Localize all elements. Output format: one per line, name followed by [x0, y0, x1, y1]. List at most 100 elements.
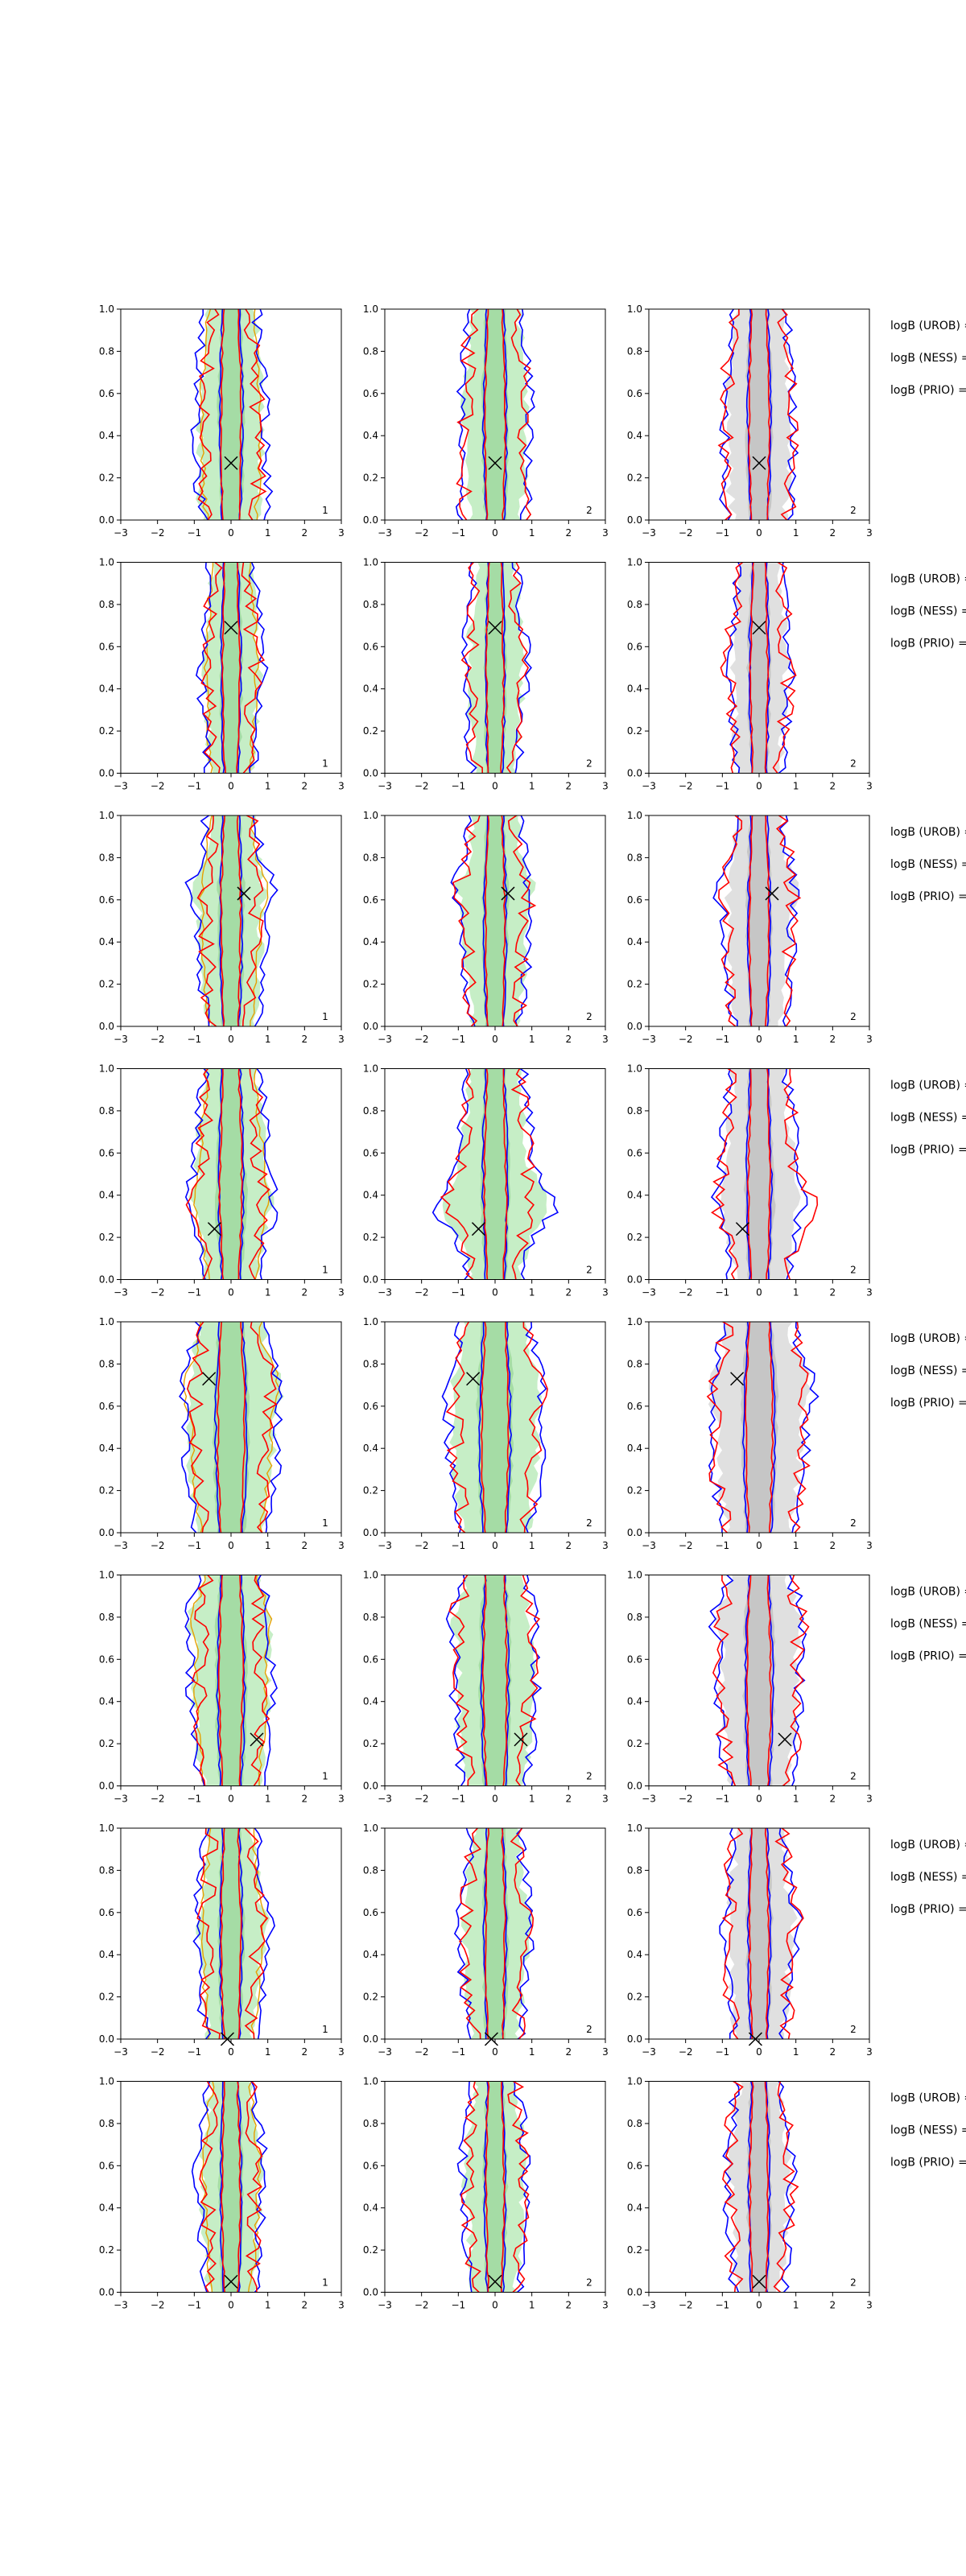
density-fill-inner — [745, 309, 774, 520]
x-tick-label: 1 — [529, 1794, 535, 1805]
x-tick-label: 0 — [228, 527, 234, 539]
x-tick-label: −3 — [642, 527, 656, 539]
x-tick-label: −2 — [679, 1287, 693, 1298]
y-tick-label: 0.4 — [363, 1443, 378, 1454]
x-tick-label: −2 — [415, 1794, 429, 1805]
x-tick-label: −1 — [715, 1794, 729, 1805]
contour-red-outer — [706, 1322, 811, 1533]
x-tick-label: 2 — [302, 2300, 308, 2311]
x-tick-label: 1 — [793, 527, 799, 539]
x-tick-label: 2 — [566, 781, 572, 792]
x-tick-label: 3 — [866, 1540, 873, 1551]
panel-number: 1 — [322, 505, 328, 516]
x-tick-label: −2 — [679, 1794, 693, 1805]
logb-label: logB (UROB) = — [890, 1586, 966, 1599]
y-tick-label: 1.0 — [627, 557, 642, 568]
x-tick-label: 3 — [866, 1794, 873, 1805]
true-value-marker — [207, 1222, 221, 1236]
contour-red-outer — [459, 1828, 535, 2039]
y-tick-label: 0.6 — [99, 641, 114, 652]
x-tick-label: −2 — [679, 1034, 693, 1045]
x-tick-label: 0 — [492, 2300, 498, 2311]
x-tick-label: 3 — [602, 527, 609, 539]
panel-r8-c1: −3 −2 −1 0 1 2 3 0.0 0.2 0.4 0.6 0.8 1.0 1 — [99, 2076, 345, 2311]
x-tick-label: −2 — [151, 1034, 165, 1045]
contour-red-outer — [722, 2081, 799, 2293]
y-tick-label: 0.0 — [627, 1527, 642, 1538]
true-value-marker — [237, 886, 251, 901]
contour-layer — [710, 1068, 819, 1280]
y-tick-label: 0.0 — [627, 2033, 642, 2045]
y-tick-label: 0.4 — [627, 683, 642, 695]
logb-label: logB (NESS) = — [890, 1618, 966, 1631]
y-tick-label: 1.0 — [99, 1063, 114, 1075]
y-tick-label: 0.8 — [99, 1612, 114, 1623]
x-tick-label: 3 — [602, 1540, 609, 1551]
contour-layer — [453, 1828, 535, 2039]
contour-blue-outer — [179, 1322, 283, 1533]
x-tick-label: −3 — [642, 1794, 656, 1805]
density-fill-inner — [214, 1575, 248, 1786]
x-tick-label: −3 — [642, 1540, 656, 1551]
x-tick-label: −3 — [378, 1794, 392, 1805]
density-fill-inner — [219, 562, 244, 774]
x-tick-label: 3 — [338, 1287, 345, 1298]
x-tick-label: 0 — [228, 2300, 234, 2311]
x-tick-label: −2 — [679, 2300, 693, 2311]
density-fill-inner — [481, 309, 509, 520]
panel-r2-c1: −3 −2 −1 0 1 2 3 0.0 0.2 0.4 0.6 0.8 1.0 1 — [99, 557, 345, 792]
x-tick-label: 0 — [228, 1034, 234, 1045]
contour-blue-outer — [190, 309, 274, 520]
logb-label: logB (NESS) = — [890, 1871, 966, 1884]
contour-blue-outer — [191, 2081, 268, 2293]
contour-blue-outer — [708, 1575, 807, 1786]
contour-layer — [441, 1322, 548, 1533]
x-tick-label: −1 — [187, 1540, 201, 1551]
y-tick-label: 1.0 — [99, 1570, 114, 1581]
true-value-marker — [488, 621, 502, 635]
panel-number: 2 — [850, 2277, 857, 2289]
x-tick-label: −3 — [642, 1034, 656, 1045]
contour-orange — [199, 309, 262, 520]
logb-label: logB (NESS) = — [890, 352, 966, 365]
y-tick-label: 0.6 — [99, 1653, 114, 1665]
x-tick-label: −1 — [187, 1034, 201, 1045]
x-tick-label: −3 — [642, 1287, 656, 1298]
y-tick-label: 1.0 — [627, 1063, 642, 1075]
x-tick-label: −1 — [715, 2300, 729, 2311]
x-tick-label: −1 — [187, 1287, 201, 1298]
logb-labels-row-2: logB (UROB) = logB (NESS) = logB (PRIO) = — [890, 573, 966, 650]
contour-blue-inner — [480, 1575, 510, 1786]
x-tick-label: 2 — [566, 2046, 572, 2058]
x-tick-label: 0 — [756, 2300, 762, 2311]
x-tick-label: 1 — [265, 1034, 271, 1045]
panel-r1-c3: −3 −2 −1 0 1 2 30.00.20.40.60.81.02 — [627, 303, 873, 539]
x-tick-label: −1 — [715, 1034, 729, 1045]
contour-blue-outer — [460, 562, 532, 774]
x-tick-label: −2 — [415, 1540, 429, 1551]
y-tick-label: 0.6 — [363, 641, 378, 652]
contour-red-inner — [749, 2081, 770, 2293]
panel-r1-c1: −3 −2 −1 0 1 2 3 0.0 0.2 0.4 0.6 0.8 1.0 1 — [99, 303, 345, 539]
contour-blue-inner — [741, 1322, 777, 1533]
panel-r4-c1: −3 −2 −1 0 1 2 3 0.0 0.2 0.4 0.6 0.8 1.0 1 — [99, 1063, 345, 1298]
y-tick-label: 0.6 — [363, 1653, 378, 1665]
contour-orange — [198, 815, 269, 1026]
true-value-marker — [730, 1372, 745, 1386]
x-tick-label: −1 — [451, 781, 465, 792]
x-tick-label: 2 — [830, 781, 836, 792]
x-tick-label: 0 — [756, 527, 762, 539]
panel-number: 2 — [850, 1517, 857, 1529]
x-tick-label: 0 — [756, 1034, 762, 1045]
y-tick-label: 0.2 — [363, 725, 378, 737]
x-tick-label: −3 — [378, 781, 392, 792]
x-tick-label: 1 — [265, 2300, 271, 2311]
y-tick-label: 0.0 — [627, 1274, 642, 1286]
logb-label: logB (UROB) = — [890, 826, 966, 839]
x-tick-label: 2 — [830, 1794, 836, 1805]
x-tick-label: 2 — [302, 1287, 308, 1298]
contour-red-inner — [748, 815, 770, 1026]
y-tick-label: 1.0 — [99, 557, 114, 568]
panel-number: 1 — [322, 758, 328, 770]
